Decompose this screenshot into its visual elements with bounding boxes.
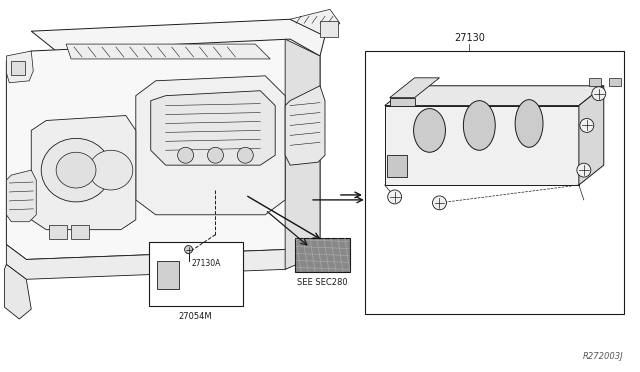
Polygon shape [6, 230, 320, 279]
Ellipse shape [41, 138, 111, 202]
Polygon shape [390, 98, 415, 106]
Ellipse shape [237, 147, 253, 163]
Polygon shape [390, 78, 440, 98]
Polygon shape [6, 170, 36, 222]
Ellipse shape [184, 246, 193, 253]
Ellipse shape [89, 150, 133, 190]
Ellipse shape [388, 190, 402, 204]
Bar [49, 225, 67, 238]
Bar [320, 21, 338, 37]
Polygon shape [589, 78, 601, 86]
Ellipse shape [413, 109, 445, 152]
Polygon shape [285, 39, 320, 269]
Polygon shape [6, 39, 320, 259]
Bar [12, 61, 26, 75]
Polygon shape [385, 86, 604, 106]
Ellipse shape [207, 147, 223, 163]
Ellipse shape [515, 100, 543, 147]
Text: R272003J: R272003J [583, 352, 623, 361]
Polygon shape [579, 86, 604, 185]
Text: 27130: 27130 [454, 33, 484, 43]
Polygon shape [6, 51, 33, 83]
Text: 27130A: 27130A [191, 259, 221, 268]
Text: SEE SEC280: SEE SEC280 [297, 278, 348, 287]
Polygon shape [31, 116, 136, 230]
Ellipse shape [56, 152, 96, 188]
Ellipse shape [577, 163, 591, 177]
Polygon shape [151, 91, 275, 165]
Polygon shape [285, 86, 325, 165]
Ellipse shape [178, 147, 193, 163]
Bar [148, 241, 243, 306]
Bar [71, 225, 89, 238]
Polygon shape [31, 19, 325, 66]
Polygon shape [385, 106, 579, 185]
Polygon shape [66, 44, 270, 59]
Polygon shape [290, 9, 340, 36]
Polygon shape [136, 76, 285, 215]
Bar [295, 238, 350, 272]
Ellipse shape [433, 196, 447, 210]
Bar [157, 262, 179, 289]
Ellipse shape [463, 101, 495, 150]
Ellipse shape [592, 87, 605, 101]
Bar [365, 51, 623, 314]
Ellipse shape [580, 119, 594, 132]
Text: 27054M: 27054M [179, 311, 212, 321]
Bar [387, 155, 406, 177]
Polygon shape [609, 78, 621, 86]
Polygon shape [4, 264, 31, 319]
